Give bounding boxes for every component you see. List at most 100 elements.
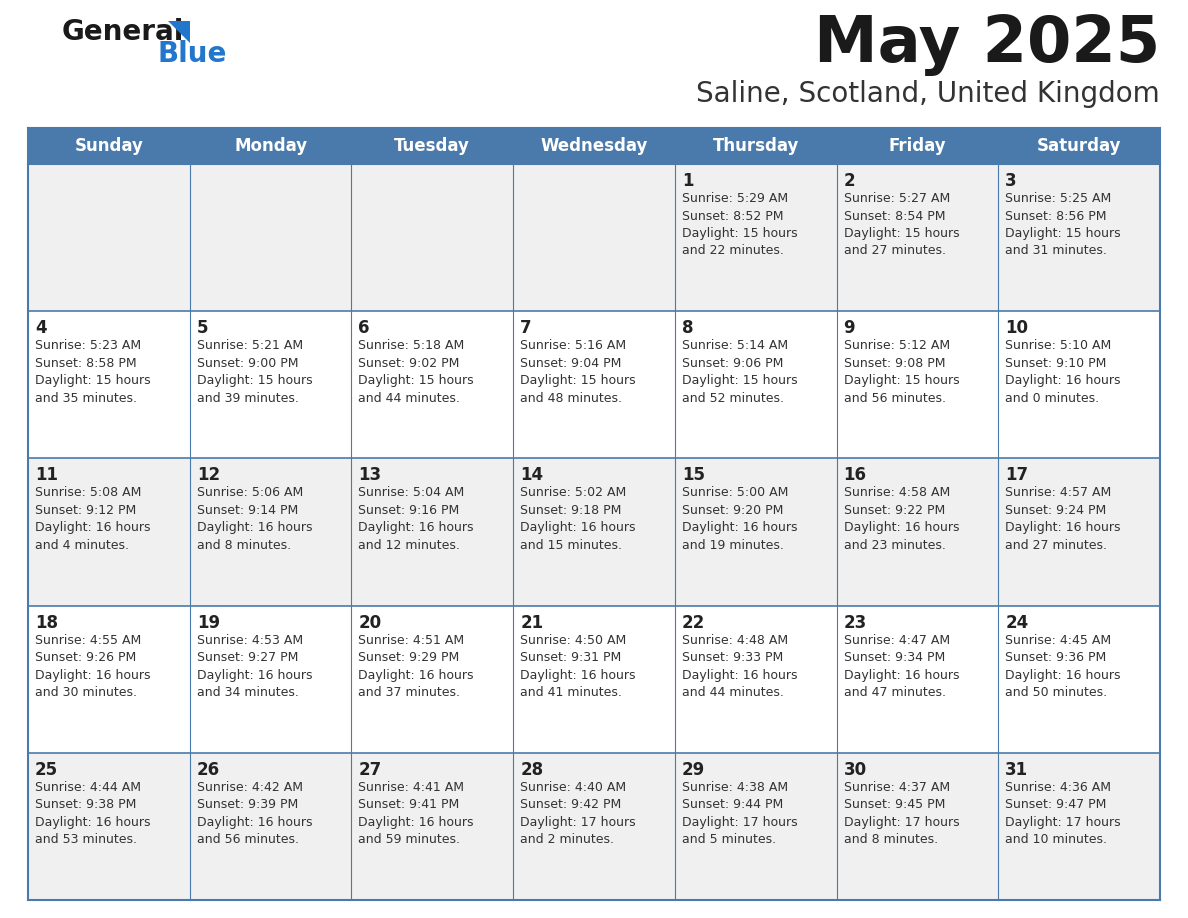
Bar <box>836 458 998 606</box>
Text: 6: 6 <box>359 319 369 337</box>
Text: 9: 9 <box>843 319 855 337</box>
Bar <box>29 164 190 311</box>
Text: 2: 2 <box>843 172 855 190</box>
Bar <box>352 128 513 164</box>
Text: 19: 19 <box>197 613 220 632</box>
Text: 13: 13 <box>359 466 381 485</box>
Text: Sunrise: 4:38 AM
Sunset: 9:44 PM
Daylight: 17 hours
and 5 minutes.: Sunrise: 4:38 AM Sunset: 9:44 PM Dayligh… <box>682 781 797 846</box>
Bar <box>190 753 352 900</box>
Bar <box>836 164 998 311</box>
Bar <box>513 458 675 606</box>
Bar <box>352 606 513 753</box>
Bar <box>675 311 836 458</box>
Text: Sunrise: 5:27 AM
Sunset: 8:54 PM
Daylight: 15 hours
and 27 minutes.: Sunrise: 5:27 AM Sunset: 8:54 PM Dayligh… <box>843 192 959 258</box>
Text: Sunrise: 4:45 AM
Sunset: 9:36 PM
Daylight: 16 hours
and 50 minutes.: Sunrise: 4:45 AM Sunset: 9:36 PM Dayligh… <box>1005 633 1120 700</box>
Text: Sunrise: 5:16 AM
Sunset: 9:04 PM
Daylight: 15 hours
and 48 minutes.: Sunrise: 5:16 AM Sunset: 9:04 PM Dayligh… <box>520 339 636 405</box>
Text: Sunrise: 5:06 AM
Sunset: 9:14 PM
Daylight: 16 hours
and 8 minutes.: Sunrise: 5:06 AM Sunset: 9:14 PM Dayligh… <box>197 487 312 552</box>
Bar <box>29 753 190 900</box>
Bar <box>29 458 190 606</box>
Bar <box>513 311 675 458</box>
Bar <box>998 606 1159 753</box>
Text: Sunrise: 5:10 AM
Sunset: 9:10 PM
Daylight: 16 hours
and 0 minutes.: Sunrise: 5:10 AM Sunset: 9:10 PM Dayligh… <box>1005 339 1120 405</box>
Text: 7: 7 <box>520 319 532 337</box>
Text: Sunrise: 5:04 AM
Sunset: 9:16 PM
Daylight: 16 hours
and 12 minutes.: Sunrise: 5:04 AM Sunset: 9:16 PM Dayligh… <box>359 487 474 552</box>
Text: Sunrise: 4:44 AM
Sunset: 9:38 PM
Daylight: 16 hours
and 53 minutes.: Sunrise: 4:44 AM Sunset: 9:38 PM Dayligh… <box>34 781 151 846</box>
Bar <box>352 753 513 900</box>
Text: Sunrise: 5:08 AM
Sunset: 9:12 PM
Daylight: 16 hours
and 4 minutes.: Sunrise: 5:08 AM Sunset: 9:12 PM Dayligh… <box>34 487 151 552</box>
Text: Sunrise: 5:18 AM
Sunset: 9:02 PM
Daylight: 15 hours
and 44 minutes.: Sunrise: 5:18 AM Sunset: 9:02 PM Dayligh… <box>359 339 474 405</box>
Text: Sunrise: 4:47 AM
Sunset: 9:34 PM
Daylight: 16 hours
and 47 minutes.: Sunrise: 4:47 AM Sunset: 9:34 PM Dayligh… <box>843 633 959 700</box>
Text: 21: 21 <box>520 613 543 632</box>
Text: 25: 25 <box>34 761 58 778</box>
Bar <box>836 606 998 753</box>
Bar <box>513 606 675 753</box>
Text: Sunrise: 5:21 AM
Sunset: 9:00 PM
Daylight: 15 hours
and 39 minutes.: Sunrise: 5:21 AM Sunset: 9:00 PM Dayligh… <box>197 339 312 405</box>
Text: 4: 4 <box>34 319 46 337</box>
Bar <box>29 311 190 458</box>
Text: 18: 18 <box>34 613 58 632</box>
Bar <box>29 606 190 753</box>
Bar <box>352 164 513 311</box>
Text: Sunrise: 5:14 AM
Sunset: 9:06 PM
Daylight: 15 hours
and 52 minutes.: Sunrise: 5:14 AM Sunset: 9:06 PM Dayligh… <box>682 339 797 405</box>
Bar <box>836 753 998 900</box>
Text: 20: 20 <box>359 613 381 632</box>
Text: Sunrise: 4:36 AM
Sunset: 9:47 PM
Daylight: 17 hours
and 10 minutes.: Sunrise: 4:36 AM Sunset: 9:47 PM Dayligh… <box>1005 781 1121 846</box>
Text: Sunrise: 5:00 AM
Sunset: 9:20 PM
Daylight: 16 hours
and 19 minutes.: Sunrise: 5:00 AM Sunset: 9:20 PM Dayligh… <box>682 487 797 552</box>
Bar <box>998 164 1159 311</box>
Text: Sunrise: 4:41 AM
Sunset: 9:41 PM
Daylight: 16 hours
and 59 minutes.: Sunrise: 4:41 AM Sunset: 9:41 PM Dayligh… <box>359 781 474 846</box>
Bar <box>352 458 513 606</box>
Bar <box>675 606 836 753</box>
Text: Sunrise: 5:02 AM
Sunset: 9:18 PM
Daylight: 16 hours
and 15 minutes.: Sunrise: 5:02 AM Sunset: 9:18 PM Dayligh… <box>520 487 636 552</box>
Text: May 2025: May 2025 <box>814 14 1159 76</box>
Text: 11: 11 <box>34 466 58 485</box>
Bar <box>998 753 1159 900</box>
Text: Sunrise: 4:55 AM
Sunset: 9:26 PM
Daylight: 16 hours
and 30 minutes.: Sunrise: 4:55 AM Sunset: 9:26 PM Dayligh… <box>34 633 151 700</box>
Text: 15: 15 <box>682 466 704 485</box>
Bar <box>998 458 1159 606</box>
Text: 26: 26 <box>197 761 220 778</box>
Text: 17: 17 <box>1005 466 1029 485</box>
Text: Sunrise: 4:53 AM
Sunset: 9:27 PM
Daylight: 16 hours
and 34 minutes.: Sunrise: 4:53 AM Sunset: 9:27 PM Dayligh… <box>197 633 312 700</box>
Text: Sunrise: 4:58 AM
Sunset: 9:22 PM
Daylight: 16 hours
and 23 minutes.: Sunrise: 4:58 AM Sunset: 9:22 PM Dayligh… <box>843 487 959 552</box>
Bar <box>675 128 836 164</box>
Bar <box>190 311 352 458</box>
Text: 16: 16 <box>843 466 866 485</box>
Text: 3: 3 <box>1005 172 1017 190</box>
Bar <box>190 606 352 753</box>
Bar <box>190 458 352 606</box>
Bar <box>513 164 675 311</box>
Text: Monday: Monday <box>234 137 308 155</box>
Bar <box>998 128 1159 164</box>
Bar <box>352 311 513 458</box>
Bar <box>998 311 1159 458</box>
Text: Sunrise: 4:40 AM
Sunset: 9:42 PM
Daylight: 17 hours
and 2 minutes.: Sunrise: 4:40 AM Sunset: 9:42 PM Dayligh… <box>520 781 636 846</box>
Text: 10: 10 <box>1005 319 1029 337</box>
Bar <box>675 458 836 606</box>
Text: Friday: Friday <box>889 137 946 155</box>
Text: 31: 31 <box>1005 761 1029 778</box>
Text: Wednesday: Wednesday <box>541 137 647 155</box>
Text: 8: 8 <box>682 319 694 337</box>
Bar <box>190 164 352 311</box>
Polygon shape <box>168 21 190 43</box>
Text: 30: 30 <box>843 761 867 778</box>
Text: Saline, Scotland, United Kingdom: Saline, Scotland, United Kingdom <box>696 80 1159 108</box>
Text: 14: 14 <box>520 466 543 485</box>
Bar <box>513 128 675 164</box>
Text: Sunrise: 5:23 AM
Sunset: 8:58 PM
Daylight: 15 hours
and 35 minutes.: Sunrise: 5:23 AM Sunset: 8:58 PM Dayligh… <box>34 339 151 405</box>
Text: 27: 27 <box>359 761 381 778</box>
Bar <box>513 753 675 900</box>
Bar <box>190 128 352 164</box>
Text: Blue: Blue <box>157 40 227 68</box>
Bar <box>675 164 836 311</box>
Text: Sunrise: 5:12 AM
Sunset: 9:08 PM
Daylight: 15 hours
and 56 minutes.: Sunrise: 5:12 AM Sunset: 9:08 PM Dayligh… <box>843 339 959 405</box>
Text: General: General <box>62 18 184 46</box>
Text: Sunrise: 4:48 AM
Sunset: 9:33 PM
Daylight: 16 hours
and 44 minutes.: Sunrise: 4:48 AM Sunset: 9:33 PM Dayligh… <box>682 633 797 700</box>
Text: 28: 28 <box>520 761 543 778</box>
Text: Sunrise: 4:50 AM
Sunset: 9:31 PM
Daylight: 16 hours
and 41 minutes.: Sunrise: 4:50 AM Sunset: 9:31 PM Dayligh… <box>520 633 636 700</box>
Text: 5: 5 <box>197 319 208 337</box>
Text: 1: 1 <box>682 172 694 190</box>
Text: Tuesday: Tuesday <box>394 137 470 155</box>
Text: Saturday: Saturday <box>1037 137 1121 155</box>
Bar <box>675 753 836 900</box>
